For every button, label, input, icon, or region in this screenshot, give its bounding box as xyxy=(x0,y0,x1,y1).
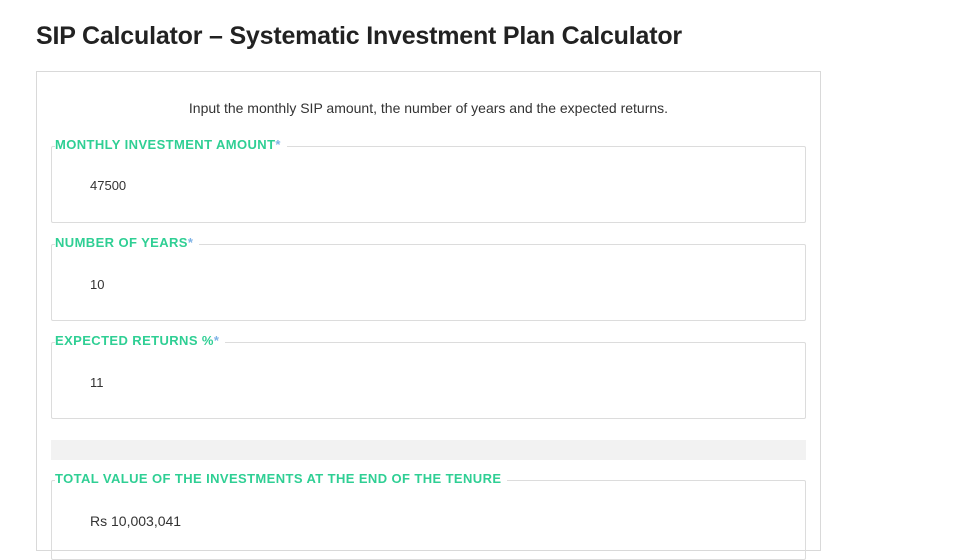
years-label: NUMBER OF YEARS* xyxy=(55,235,200,250)
required-asterisk: * xyxy=(187,235,194,250)
divider-bar xyxy=(51,440,806,460)
label-text: NUMBER OF YEARS xyxy=(55,235,188,250)
returns-box[interactable] xyxy=(51,342,806,419)
years-input[interactable] xyxy=(88,276,268,293)
returns-label: EXPECTED RETURNS %* xyxy=(55,333,226,348)
result-box: Rs 10,003,041 xyxy=(51,480,806,560)
monthly-investment-box[interactable] xyxy=(51,146,806,223)
monthly-investment-input[interactable] xyxy=(88,177,268,194)
years-box[interactable] xyxy=(51,244,806,321)
instructions: Input the monthly SIP amount, the number… xyxy=(188,100,669,116)
returns-input[interactable] xyxy=(88,374,268,391)
required-asterisk: * xyxy=(213,333,220,348)
result-label: TOTAL VALUE OF THE INVESTMENTS AT THE EN… xyxy=(55,471,508,486)
monthly-investment-label: MONTHLY INVESTMENT AMOUNT* xyxy=(55,137,287,152)
label-text: MONTHLY INVESTMENT AMOUNT xyxy=(55,137,276,152)
required-asterisk: * xyxy=(275,137,281,152)
result-value: Rs 10,003,041 xyxy=(90,513,182,529)
page-title: SIP Calculator – Systematic Investment P… xyxy=(36,22,682,50)
label-text: EXPECTED RETURNS % xyxy=(55,333,214,348)
